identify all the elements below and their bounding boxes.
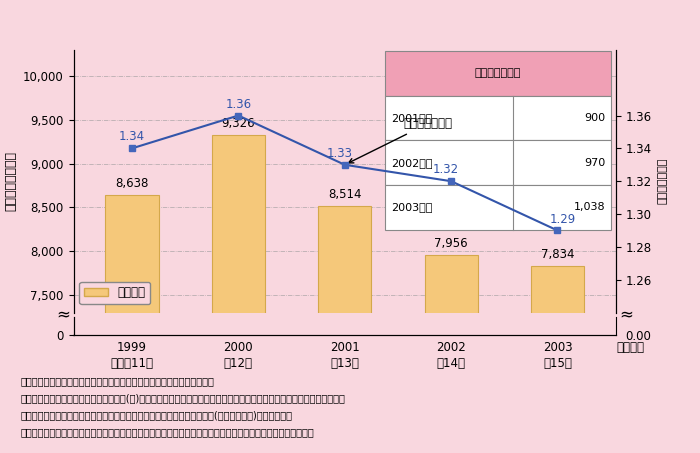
Text: 1.29: 1.29 — [550, 212, 576, 226]
Bar — [318, 206, 371, 453]
Text: 8,514: 8,514 — [328, 188, 361, 201]
Bar — [212, 135, 265, 453]
Text: ナル商品、自社ブランド商品が創出する市場である。金額は実売価格(店頭実勢価格)によるもの。: ナル商品、自社ブランド商品が創出する市場である。金額は実売価格(店頭実勢価格)に… — [21, 410, 293, 420]
Text: 2000: 2000 — [223, 342, 253, 354]
Text: （14）: （14） — [437, 357, 466, 370]
FancyBboxPatch shape — [386, 140, 610, 185]
Text: 2001: 2001 — [330, 342, 360, 354]
Text: 1.33: 1.33 — [326, 147, 352, 160]
Text: 2003年度: 2003年度 — [391, 202, 432, 212]
FancyBboxPatch shape — [386, 51, 610, 96]
Text: 900: 900 — [584, 113, 605, 123]
Bar — [531, 266, 584, 453]
Text: 7,834: 7,834 — [540, 247, 574, 260]
Text: 合計特殊出生率: 合計特殊出生率 — [349, 117, 452, 163]
Text: ≈: ≈ — [620, 306, 634, 324]
Text: 9,326: 9,326 — [222, 117, 256, 130]
Text: 2001年度: 2001年度 — [391, 113, 432, 123]
FancyBboxPatch shape — [386, 96, 610, 140]
Text: 8,638: 8,638 — [116, 177, 148, 190]
Text: 2002: 2002 — [436, 342, 466, 354]
Text: 1,038: 1,038 — [573, 202, 605, 212]
Text: 1999: 1999 — [117, 342, 147, 354]
Bar — [424, 255, 477, 453]
Y-axis label: 市場規模（億円）: 市場規模（億円） — [4, 151, 18, 211]
Legend: 市場規模: 市場規模 — [79, 282, 150, 304]
Text: 1.34: 1.34 — [119, 130, 145, 144]
Bar — [106, 195, 159, 453]
Text: （平成11）: （平成11） — [111, 357, 153, 370]
Text: （年度）: （年度） — [616, 342, 644, 354]
Text: ≈: ≈ — [56, 306, 70, 324]
Y-axis label: 合計特殊出生率: 合計特殊出生率 — [657, 158, 668, 204]
Text: 新分野とは、従来の玩具市場の範囲に入らなかったもので、玩果、フィギュア、カプセル玩具が含まれる。: 新分野とは、従来の玩具市場の範囲に入らなかったもので、玩果、フィギュア、カプセル… — [21, 428, 315, 438]
Text: 新分野（億円）: 新分野（億円） — [475, 68, 522, 78]
Text: 2003: 2003 — [542, 342, 573, 354]
Text: （13）: （13） — [330, 357, 359, 370]
Text: （15）: （15） — [543, 357, 572, 370]
FancyBboxPatch shape — [386, 185, 610, 230]
Text: （12）: （12） — [224, 357, 253, 370]
Text: 970: 970 — [584, 158, 605, 168]
Text: 注：玩具市場の調査対象は、原則として(社)日本玩具協会の会員企業及び東京おもちゃショーに出品している企業のオリジ: 注：玩具市場の調査対象は、原則として(社)日本玩具協会の会員企業及び東京おもちゃ… — [21, 393, 346, 403]
Text: 1.36: 1.36 — [225, 97, 251, 111]
Text: 7,956: 7,956 — [434, 237, 468, 250]
Text: 資料：日本玩具協会「玩具市場規模調査」、厚生労働省「人口動態統計」: 資料：日本玩具協会「玩具市場規模調査」、厚生労働省「人口動態統計」 — [21, 376, 215, 386]
Text: 2002年度: 2002年度 — [391, 158, 433, 168]
Text: 1.32: 1.32 — [433, 163, 459, 176]
